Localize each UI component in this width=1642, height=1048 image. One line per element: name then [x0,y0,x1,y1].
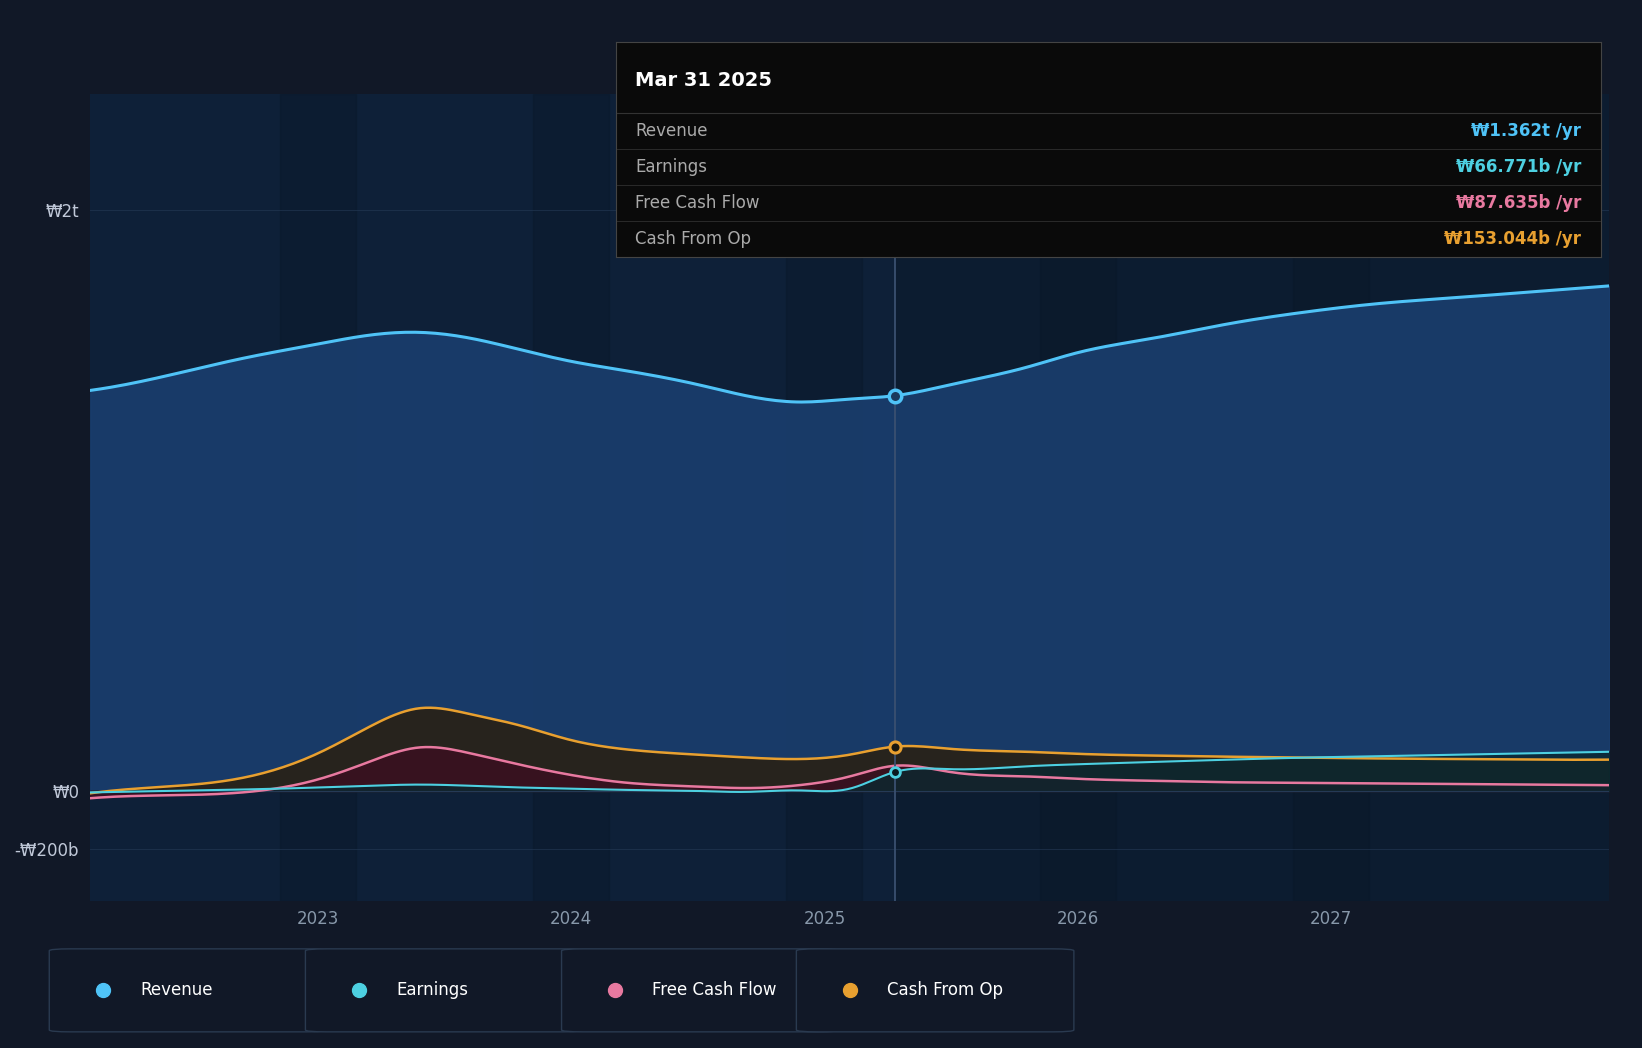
Text: ₩1.362t /yr: ₩1.362t /yr [1471,122,1581,139]
Text: Analysts Forecasts: Analysts Forecasts [908,193,1062,212]
Text: Earnings: Earnings [635,158,708,176]
Text: Free Cash Flow: Free Cash Flow [652,981,777,1000]
Bar [1292,94,1369,901]
FancyBboxPatch shape [796,948,1074,1032]
Bar [281,94,356,901]
FancyBboxPatch shape [49,948,327,1032]
Text: Cash From Op: Cash From Op [635,230,752,247]
Text: ₩66.771b /yr: ₩66.771b /yr [1456,158,1581,176]
Text: Free Cash Flow: Free Cash Flow [635,194,760,212]
Text: Past: Past [842,193,883,212]
Text: Cash From Op: Cash From Op [887,981,1003,1000]
Bar [895,94,1609,901]
Text: Revenue: Revenue [635,122,708,139]
Bar [787,94,862,901]
Bar [534,94,609,901]
Bar [1039,94,1115,901]
Text: ₩153.044b /yr: ₩153.044b /yr [1445,230,1581,247]
FancyBboxPatch shape [305,948,583,1032]
Text: Mar 31 2025: Mar 31 2025 [635,71,772,90]
Bar [90,94,895,901]
Text: ₩87.635b /yr: ₩87.635b /yr [1456,194,1581,212]
FancyBboxPatch shape [562,948,839,1032]
Text: Earnings: Earnings [396,981,468,1000]
Text: Revenue: Revenue [140,981,212,1000]
